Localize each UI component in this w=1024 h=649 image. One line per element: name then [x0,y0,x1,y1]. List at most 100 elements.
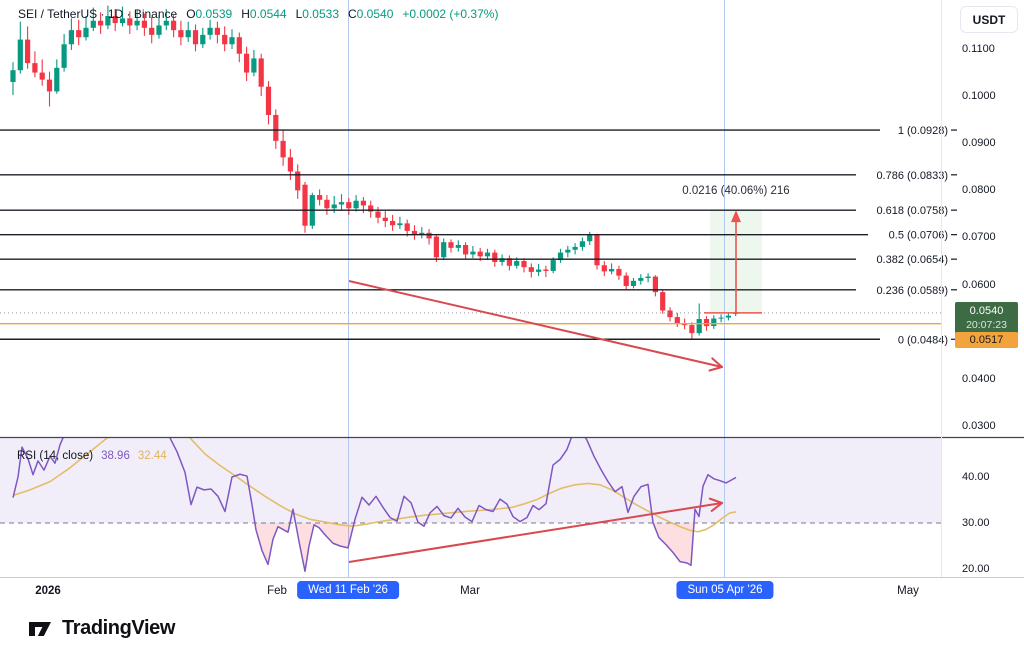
candle-body[interactable] [514,261,520,266]
candle-body[interactable] [601,265,607,272]
candle-body[interactable] [528,267,534,272]
candle-body[interactable] [127,18,133,26]
candle-body[interactable] [455,245,461,248]
candle-body[interactable] [521,261,527,268]
candle-body[interactable] [83,27,89,38]
candle-body[interactable] [674,317,680,324]
candle-body[interactable] [251,58,257,73]
candle-body[interactable] [506,258,512,266]
candle-body[interactable] [638,278,644,281]
candle-body[interactable] [178,30,184,38]
candle-body[interactable] [645,276,651,279]
candle-body[interactable] [703,318,710,327]
candle-body[interactable] [382,217,388,221]
candle-body[interactable] [156,25,162,35]
candle-body[interactable] [46,79,53,92]
candle-body[interactable] [229,37,235,45]
candle-body[interactable] [696,318,702,334]
candle-body[interactable] [10,70,16,82]
candle-body[interactable] [616,269,622,276]
candle-body[interactable] [185,30,191,38]
candle-body[interactable] [200,34,206,45]
candle-body[interactable] [397,223,403,226]
candle-body[interactable] [171,20,177,31]
candle-body[interactable] [17,39,23,71]
candle-body[interactable] [587,235,593,242]
candle-body[interactable] [54,67,60,92]
candle-body[interactable] [25,39,31,64]
candle-body[interactable] [141,20,147,28]
candle-body[interactable] [419,232,425,235]
candle-body[interactable] [689,325,695,334]
candle-body[interactable] [32,63,38,73]
candle-body[interactable] [411,230,418,235]
candle-body[interactable] [214,27,220,35]
candle-body[interactable] [718,317,724,319]
candle-body[interactable] [660,292,666,311]
candle-body[interactable] [338,202,345,205]
price-pane[interactable] [0,0,941,437]
candle-body[interactable] [98,20,104,26]
candle-body[interactable] [448,242,454,248]
candle-body[interactable] [550,260,556,271]
rsi-legend[interactable]: RSI (14, close) 38.96 32.44 [17,450,167,462]
candle-body[interactable] [572,246,578,250]
candle-body[interactable] [594,235,600,266]
candle-body[interactable] [119,18,126,24]
candle-body[interactable] [302,184,308,226]
candle-body[interactable] [426,232,432,239]
candle-body[interactable] [207,27,213,35]
candle-body[interactable] [404,223,410,231]
candle-body[interactable] [317,195,323,200]
candle-body[interactable] [360,200,366,206]
candle-body[interactable] [346,202,352,209]
candle-body[interactable] [273,114,279,141]
candle-body[interactable] [375,211,381,218]
candle-body[interactable] [324,199,330,209]
candle-body[interactable] [557,252,564,261]
candle-body[interactable] [484,252,491,257]
candle-body[interactable] [579,241,585,247]
tradingview-logo-icon[interactable] [27,617,53,641]
candle-body[interactable] [134,20,140,26]
candle-body[interactable] [433,236,439,258]
candle-body[interactable] [623,275,629,287]
candle-body[interactable] [470,251,476,255]
candlesticks[interactable] [10,5,739,340]
candle-body[interactable] [192,30,199,45]
candle-body[interactable] [390,220,396,226]
candle-body[interactable] [68,30,74,45]
candle-body[interactable] [295,171,301,191]
candle-body[interactable] [667,310,673,318]
rsi-title[interactable]: RSI (14, close) [17,450,94,462]
candle-body[interactable] [105,16,111,26]
candle-body[interactable] [287,157,293,172]
candle-body[interactable] [39,72,45,80]
candle-body[interactable] [711,318,717,327]
candle-body[interactable] [543,269,549,271]
rsi-pane[interactable] [0,380,941,577]
candle-body[interactable] [565,249,571,253]
candle-body[interactable] [280,140,286,158]
candle-body[interactable] [244,53,250,73]
symbol-legend[interactable]: SEI / TetherUS · 1D · Binance O0.0539 H0… [18,7,498,21]
rsi-ma-line[interactable] [12,410,737,533]
rsi-line[interactable] [12,380,737,573]
date-badge[interactable]: Sun 05 Apr '26 [676,581,774,599]
tradingview-wordmark[interactable]: TradingView [62,617,176,639]
candle-body[interactable] [331,204,337,209]
candle-body[interactable] [236,37,242,54]
candle-body[interactable] [265,86,272,115]
candle-body[interactable] [222,34,228,45]
symbol-title[interactable]: SEI / TetherUS · 1D · Binance [18,7,178,21]
candle-body[interactable] [61,44,67,68]
trend-arrow-line[interactable] [348,502,723,563]
candle-body[interactable] [463,245,469,255]
date-badge[interactable]: Wed 11 Feb '26 [297,581,399,599]
candle-body[interactable] [112,16,118,24]
candle-body[interactable] [609,269,615,272]
candle-body[interactable] [258,58,264,87]
candle-body[interactable] [353,200,359,209]
trend-arrow-line[interactable] [348,280,723,368]
candle-body[interactable] [652,276,658,293]
